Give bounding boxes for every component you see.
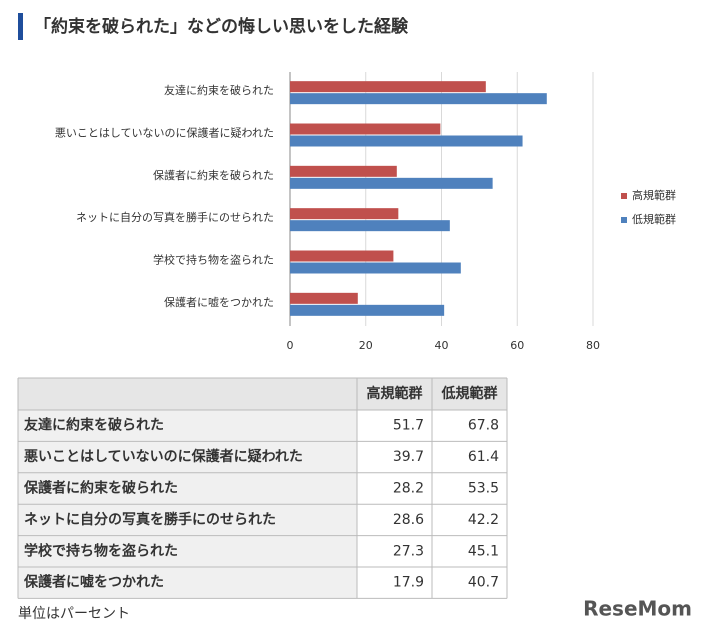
table-row-label-bg [18, 535, 357, 567]
x-tick-label: 80 [586, 339, 600, 352]
table-cell: 61.4 [468, 449, 499, 465]
y-tick-label: ネットに自分の写真を勝手にのせられた [76, 210, 274, 224]
table-header: 低規範群 [441, 385, 498, 402]
table-cell: 28.6 [393, 512, 424, 528]
bar [290, 135, 523, 147]
table-row-label-bg [18, 567, 357, 599]
table-header-bg [18, 378, 507, 410]
y-tick-label: 学校で持ち物を盗られた [153, 253, 274, 267]
bar [290, 81, 486, 93]
y-tick-label: 保護者に約束を破られた [153, 168, 274, 182]
y-tick-label: 悪いことはしていないのに保護者に疑われた [55, 126, 274, 140]
table-row-label-bg [18, 410, 357, 442]
table-row-label-bg [18, 441, 357, 473]
table-row-label-bg [18, 472, 357, 505]
table-cell: 53.5 [468, 481, 499, 497]
x-tick-label: 40 [435, 339, 449, 352]
logo: ReseMom [583, 597, 692, 621]
legend-label: 高規範群 [632, 188, 676, 202]
table-cell: 17.9 [393, 575, 424, 591]
table-row-label: 学校で持ち物を盗られた [24, 542, 178, 559]
bar [290, 304, 445, 316]
bar [290, 250, 394, 262]
bar [290, 123, 441, 135]
table-cell: 51.7 [393, 418, 424, 434]
table-cell: 28.2 [393, 481, 424, 497]
note: 単位はパーセント [18, 606, 130, 622]
table-row-label: 悪いことはしていないのに保護者に疑われた [24, 448, 303, 465]
chart-title: 「約束を破られた」などの悔しい思いをした経験 [34, 16, 409, 37]
table-cell: 27.3 [393, 543, 424, 559]
bar [290, 93, 547, 105]
table-row-label: 保護者に約束を破られた [23, 480, 178, 497]
bar [290, 208, 399, 220]
y-tick-label: 保護者に嘘をつかれた [164, 295, 274, 309]
table-cell: 45.1 [468, 543, 499, 559]
bar [290, 165, 397, 177]
y-tick-label: 友達に約束を破られた [164, 83, 274, 97]
bar [290, 177, 493, 189]
table-row-label-bg [18, 504, 357, 536]
table-row-label: 保護者に嘘をつかれた [23, 574, 164, 591]
x-tick-label: 0 [287, 339, 294, 352]
table-row-label: 友達に約束を破られた [24, 417, 164, 434]
table-cell: 40.7 [468, 575, 499, 591]
bar [290, 292, 358, 304]
legend-swatch [621, 193, 627, 199]
table-cell: 42.2 [468, 512, 499, 528]
table-cell: 39.7 [393, 449, 424, 465]
x-tick-label: 60 [510, 339, 524, 352]
x-tick-label: 20 [359, 339, 373, 352]
legend-swatch [621, 217, 627, 223]
bar [290, 220, 450, 232]
table-row-label: ネットに自分の写真を勝手にのせられた [24, 511, 276, 528]
heading-accent [18, 13, 23, 40]
legend-label: 低規範群 [632, 212, 676, 226]
table-cell: 67.8 [468, 418, 499, 434]
table-header: 高規範群 [367, 385, 423, 402]
bar [290, 262, 461, 274]
